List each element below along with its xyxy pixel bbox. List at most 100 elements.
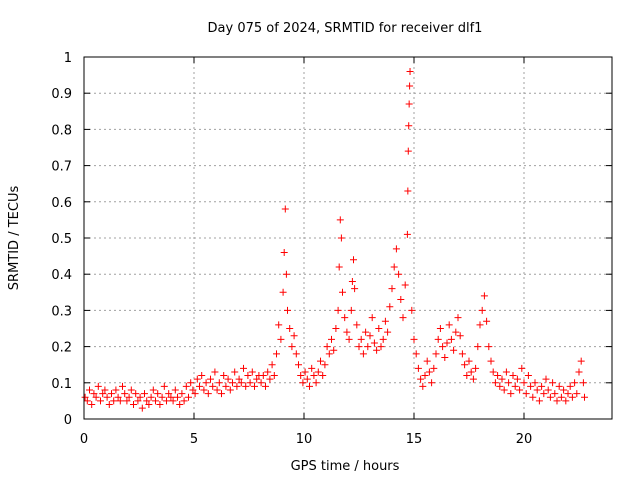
data-points — [81, 67, 588, 412]
data-point — [520, 379, 528, 387]
data-point — [397, 296, 405, 304]
data-point — [88, 401, 96, 409]
data-point — [553, 397, 561, 405]
data-point — [105, 401, 113, 409]
data-point — [103, 393, 111, 401]
data-point — [474, 343, 482, 351]
data-point — [134, 397, 142, 405]
data-point — [86, 386, 93, 394]
data-point — [141, 390, 148, 398]
data-point — [467, 368, 475, 376]
data-point — [377, 343, 385, 351]
data-point — [414, 364, 422, 372]
data-point — [405, 100, 413, 108]
data-point — [524, 372, 532, 380]
data-point — [92, 393, 100, 401]
data-point — [343, 328, 351, 336]
data-point — [242, 382, 250, 390]
data-point — [229, 379, 236, 387]
data-point — [384, 328, 392, 336]
data-point — [97, 397, 104, 405]
data-point — [275, 321, 283, 329]
data-point — [310, 372, 318, 380]
data-point — [231, 368, 239, 376]
x-tick-label: 0 — [80, 432, 88, 447]
data-point — [452, 328, 460, 336]
data-point — [319, 372, 327, 380]
data-point — [127, 386, 135, 394]
data-point — [215, 379, 223, 387]
data-point — [443, 339, 451, 347]
data-point — [110, 397, 118, 405]
data-point — [535, 397, 543, 405]
data-point — [401, 281, 409, 289]
data-point — [213, 386, 221, 394]
data-point — [101, 386, 109, 394]
data-point — [284, 306, 291, 314]
data-point — [145, 401, 153, 409]
data-point — [224, 375, 232, 383]
data-point — [469, 375, 477, 383]
data-point — [193, 375, 201, 383]
data-point — [202, 379, 210, 387]
data-point — [286, 325, 294, 332]
data-point — [348, 277, 356, 285]
data-point — [282, 270, 290, 278]
data-point — [185, 393, 192, 401]
data-point — [500, 386, 508, 394]
data-point — [379, 335, 387, 343]
data-point — [476, 321, 484, 329]
data-point — [176, 401, 184, 409]
data-point — [325, 350, 333, 358]
data-point — [114, 393, 122, 401]
data-point — [132, 390, 140, 398]
data-point — [529, 393, 537, 401]
data-point — [573, 390, 581, 398]
data-point — [180, 397, 188, 405]
data-point — [518, 364, 526, 372]
data-point — [357, 335, 365, 343]
data-point — [314, 368, 322, 376]
data-point — [478, 306, 486, 314]
data-point — [544, 386, 552, 394]
data-point — [406, 82, 414, 90]
x-tick-label: 20 — [516, 432, 533, 447]
x-tick-label: 10 — [296, 432, 313, 447]
data-point — [428, 379, 436, 387]
data-point — [450, 346, 458, 354]
data-point — [458, 350, 466, 358]
data-point — [436, 325, 444, 332]
data-point — [491, 379, 499, 387]
data-point — [119, 382, 126, 390]
data-point — [262, 382, 269, 390]
data-point — [562, 397, 570, 405]
data-point — [149, 386, 157, 394]
data-point — [557, 393, 565, 401]
data-point — [353, 321, 361, 329]
data-point — [456, 332, 464, 340]
data-point — [465, 357, 473, 365]
data-point — [390, 263, 398, 271]
data-point — [542, 375, 550, 383]
data-point — [83, 397, 91, 405]
y-tick-label: 0.1 — [51, 377, 72, 392]
data-point — [290, 332, 298, 340]
data-point — [174, 393, 181, 401]
data-point — [321, 361, 329, 369]
data-point — [522, 390, 530, 398]
data-point — [312, 379, 320, 387]
data-point — [308, 364, 316, 372]
data-point — [336, 216, 344, 224]
data-point — [432, 350, 440, 358]
data-point — [198, 372, 206, 380]
data-point — [246, 379, 254, 387]
data-point — [81, 393, 89, 401]
data-point — [575, 368, 583, 376]
data-point — [406, 67, 414, 75]
data-point — [549, 379, 557, 387]
data-point — [259, 372, 267, 380]
data-point — [566, 382, 574, 390]
data-point — [359, 350, 367, 358]
data-point — [121, 390, 129, 398]
data-point — [280, 248, 288, 256]
